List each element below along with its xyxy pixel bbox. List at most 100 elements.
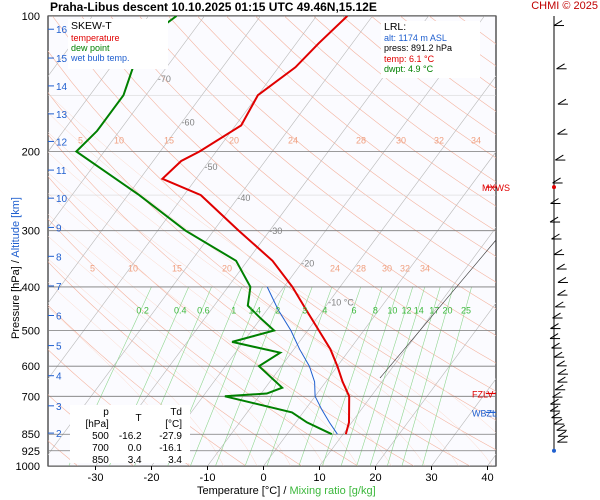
legend-title: SKEW-T xyxy=(71,20,112,32)
moist-adiabat xyxy=(48,112,493,466)
temperature-tick-label: 0 xyxy=(260,472,266,484)
y-axis-label-pressure: Pressure [hPa] xyxy=(10,266,22,339)
mixing-ratio-tick-label: 4 xyxy=(322,306,327,316)
adiabat-tick-label: 15 xyxy=(164,135,174,145)
adiabat-tick-label: 10 xyxy=(114,135,124,145)
mixing-ratio-tick-label: 0.6 xyxy=(197,306,210,316)
isotherm-line xyxy=(48,16,373,456)
table-cell: 0.0 xyxy=(127,443,142,454)
legend-item-wet-bulb: wet bulb temp. xyxy=(71,53,130,63)
level-table: p [hPa] T Td [°C] 500 -16.2 -27.9 700 0.… xyxy=(70,405,190,466)
moist-adiabat xyxy=(48,131,459,466)
adiabat-tick-label: 10 xyxy=(128,264,138,274)
adiabat-tick-label: 15 xyxy=(172,264,182,274)
altitude-tick-label: 15 xyxy=(56,54,68,65)
legend-item-dew-point: dew point xyxy=(71,43,110,53)
moist-adiabat xyxy=(48,214,325,466)
chart-title: Praha-Libus descent 10.10.2025 01:15 UTC… xyxy=(50,0,377,14)
adiabat-tick-label: 32 xyxy=(434,135,444,145)
isotherm-tick-label: -30 xyxy=(269,226,282,236)
mixing-ratio-tick-label: 1 xyxy=(231,306,236,316)
wind-barb xyxy=(557,436,566,443)
mixing-ratio-tick-label: 10 xyxy=(387,306,397,316)
wind-barb xyxy=(553,351,563,358)
legend-item-temperature: temperature xyxy=(71,33,120,43)
isotherm-tick-label: -60 xyxy=(182,117,195,127)
altitude-tick-label: 16 xyxy=(56,25,68,36)
wind-barb xyxy=(551,233,560,240)
mixing-ratio-line xyxy=(298,286,361,466)
level-label: MXWS xyxy=(482,183,510,193)
wind-barb xyxy=(557,128,566,135)
wind-barb xyxy=(557,277,567,283)
isotherm-line xyxy=(544,16,600,466)
table-cell: 3.4 xyxy=(168,455,182,466)
adiabat-tick-label: 28 xyxy=(356,135,366,145)
lrl-temperature: temp: 6.1 °C xyxy=(384,53,435,64)
isotherm-tick-label: -70 xyxy=(158,74,171,84)
mixing-ratio-line xyxy=(422,286,472,466)
isotherm-line xyxy=(95,16,429,466)
mixing-ratio-line xyxy=(266,286,333,466)
altitude-tick-label: 4 xyxy=(56,372,62,383)
table-row: 500 -16.2 -27.9 xyxy=(73,431,187,443)
altitude-tick-label: 8 xyxy=(56,252,62,263)
isotherm-line xyxy=(375,302,496,466)
altitude-tick-label: 5 xyxy=(56,342,62,353)
isotherm-line xyxy=(319,226,496,466)
mixing-ratio-line xyxy=(322,286,383,466)
wind-barb xyxy=(550,398,559,405)
series-line-dew-point xyxy=(74,16,333,436)
mixing-ratio-line xyxy=(190,286,263,466)
wind-barb xyxy=(557,98,567,105)
altitude-tick-label: 12 xyxy=(56,137,68,148)
pressure-tick-label: 925 xyxy=(22,446,40,458)
wind-barb xyxy=(556,360,565,367)
wind-barb xyxy=(557,289,566,296)
lrl-pressure: press: 891.2 hPa xyxy=(384,43,453,53)
wind-barb xyxy=(557,368,567,375)
wind-barb xyxy=(552,312,561,319)
temperature-tick-label: 30 xyxy=(425,472,437,484)
table-header-t: T xyxy=(135,413,142,424)
table-cell: 3.4 xyxy=(127,455,142,466)
table-cell: 700 xyxy=(92,443,109,454)
altitude-tick-label: 14 xyxy=(56,82,68,93)
y-axis-label-separator: / xyxy=(10,260,22,264)
isotherm-tick-label: -40 xyxy=(237,193,250,203)
wind-barb xyxy=(551,342,560,349)
adiabat-tick-label: 28 xyxy=(356,264,366,274)
temperature-tick-label: 10 xyxy=(313,472,325,484)
adiabat-tick-label: 30 xyxy=(382,264,392,274)
moist-adiabat xyxy=(48,172,392,466)
wind-barb xyxy=(549,216,559,223)
lrl-box: LRL: alt: 1174 m ASL press: 891.2 hPa te… xyxy=(381,21,480,78)
legend: SKEW-T temperature dew point wet bulb te… xyxy=(68,19,168,69)
max-wind-marker xyxy=(552,185,556,190)
moist-adiabat xyxy=(48,258,258,466)
moist-adiabat xyxy=(48,152,426,466)
moist-adiabat xyxy=(48,281,224,466)
pressure-tick-label: 850 xyxy=(22,429,40,441)
mixing-ratio-line xyxy=(401,286,454,466)
x-axis-label: Temperature [°C] / Mixing ratio [g/kg] xyxy=(197,485,376,497)
wind-barb xyxy=(550,323,559,329)
wind-barb xyxy=(550,198,559,204)
wind-barb xyxy=(557,430,567,437)
moist-adiabat xyxy=(49,95,496,433)
altitude-tick-label: 6 xyxy=(56,312,62,323)
isotherm-tick-label: -20 xyxy=(301,258,314,268)
mixing-ratio-line xyxy=(369,286,426,466)
pressure-tick-label: 400 xyxy=(22,282,40,294)
temperature-tick-label: -10 xyxy=(200,472,216,484)
altitude-tick-label: 9 xyxy=(56,223,62,234)
pressure-tick-label: 500 xyxy=(22,326,40,338)
wind-barb xyxy=(553,418,563,425)
adiabat-tick-label: 5 xyxy=(90,264,95,274)
altitude-tick-label: 13 xyxy=(56,110,68,121)
isotherm-tick-label: -10 °C xyxy=(328,298,354,308)
lrl-altitude: alt: 1174 m ASL xyxy=(384,32,447,43)
isotherm-line xyxy=(263,151,496,466)
y-axis-label-altitude: Altitude [km] xyxy=(10,197,22,258)
